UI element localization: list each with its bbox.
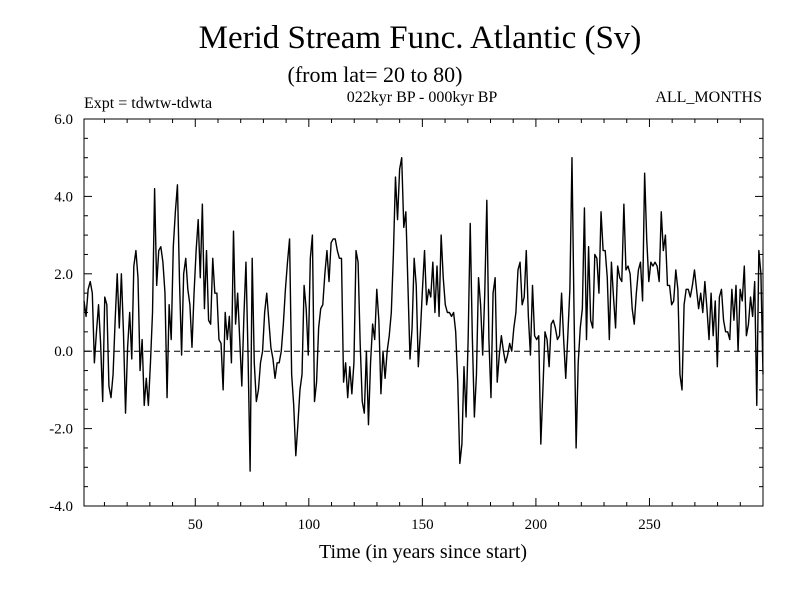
x-tick-labels: 50 100 150 200 250 [188,517,661,533]
axis-ticks [84,118,763,507]
chart-title: Merid Stream Func. Atlantic (Sv) [199,20,642,56]
y-tick-labels: -4.0 -2.0 0.0 2.0 4.0 6.0 [49,112,73,515]
y-tick-label: 4.0 [54,189,73,205]
header-months: ALL_MONTHS [655,89,762,106]
y-tick-label: -2.0 [49,422,73,438]
y-tick-label: 0.0 [54,344,73,360]
chart-subtitle: (from lat= 20 to 80) [288,62,463,87]
series-line [83,157,764,472]
x-tick-label: 50 [188,517,203,533]
plot-frame [83,118,764,507]
y-tick-label: 2.0 [54,267,73,283]
x-tick-label: 150 [411,517,434,533]
x-tick-label: 250 [638,517,661,533]
header-experiment: Expt = tdwtw-tdwta [84,95,212,112]
x-axis-label: Time (in years since start) [319,541,527,563]
header-period: 022kyr BP - 000kyr BP [347,89,498,106]
x-tick-label: 200 [525,517,548,533]
x-tick-label: 100 [298,517,321,533]
y-tick-label: 6.0 [54,112,73,128]
y-tick-label: -4.0 [49,499,73,515]
